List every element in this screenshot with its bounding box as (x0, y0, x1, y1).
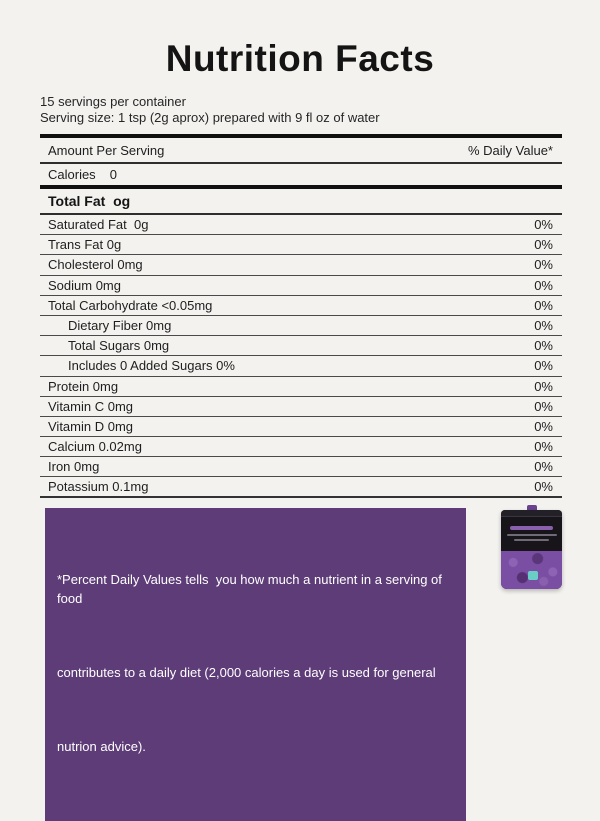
thick-rule-mid (40, 185, 562, 189)
nutrient-label: Iron 0mg (48, 459, 100, 475)
nutrient-daily-value: 0% (534, 297, 553, 313)
nutrient-label: Potassium 0.1mg (48, 479, 149, 495)
nutrient-row: Vitamin C 0mg 0% (40, 397, 562, 417)
nutrient-row: Total Carbohydrate <0.05mg 0% (40, 296, 562, 316)
thick-rule-top (40, 134, 562, 138)
nutrient-daily-value: 0% (534, 418, 553, 434)
nutrient-label: Total Sugars 0mg (68, 338, 170, 354)
nutrient-daily-value: 0% (534, 237, 553, 253)
nutrient-label: Includes 0 Added Sugars 0% (68, 358, 235, 374)
total-fat-row: Total Fat og (48, 193, 131, 209)
pouch-badge-icon (527, 570, 538, 580)
nutrient-row: Potassium 0.1mg 0% (40, 477, 562, 498)
nutrient-label: Dietary Fiber 0mg (68, 318, 172, 334)
amount-per-serving-label: Amount Per Serving (48, 142, 165, 158)
header-separator (40, 162, 562, 164)
nutrient-daily-value: 0% (534, 439, 553, 455)
label-body: 15 servings per container Serving size: … (40, 94, 562, 821)
pouch-brand-text (509, 525, 554, 530)
nutrient-label: Saturated Fat 0g (48, 217, 149, 233)
footnote-line: *Percent Daily Values tells you how much… (57, 572, 446, 606)
page-title: Nutrition Facts (165, 38, 435, 79)
nutrient-daily-value: 0% (534, 358, 553, 374)
nutrient-daily-value: 0% (534, 398, 553, 414)
amount-daily-value-header: Amount Per Serving % Daily Value* (40, 138, 562, 162)
nutrient-daily-value: 0% (534, 217, 553, 233)
total-fat-separator (40, 213, 562, 215)
pouch-purple-artwork (501, 550, 562, 589)
nutrient-label: Trans Fat 0g (48, 237, 122, 253)
nutrient-row: Cholesterol 0mg 0% (40, 255, 562, 276)
footnote-line: nutrion advice). (57, 738, 146, 754)
serving-size: Serving size: 1 tsp (2g aprox) prepared … (40, 110, 380, 125)
nutrient-row: Iron 0mg 0% (40, 457, 562, 478)
nutrient-daily-value: 0% (534, 479, 553, 495)
servings-per-container: 15 servings per container (40, 94, 186, 109)
calories-label: Calories (48, 167, 96, 182)
serving-info: 15 servings per container Serving size: … (40, 94, 562, 126)
daily-value-footnote: *Percent Daily Values tells you how much… (45, 507, 467, 821)
nutrient-label: Protein 0mg (48, 378, 119, 394)
nutrient-label: Total Carbohydrate <0.05mg (48, 297, 213, 313)
nutrient-label: Sodium 0mg (48, 277, 121, 293)
pouch-body (501, 509, 562, 589)
pouch-subtext-line (513, 538, 550, 541)
nutrient-row: Total Sugars 0mg 0% (40, 336, 562, 357)
nutrient-label: Cholesterol 0mg (48, 257, 143, 273)
daily-value-label: % Daily Value* (467, 142, 553, 158)
nutrient-label: Vitamin D 0mg (48, 418, 134, 434)
nutrient-row: Vitamin D 0mg 0% (40, 417, 562, 438)
nutrient-row: Dietary Fiber 0mg 0% (40, 316, 562, 337)
nutrient-row: Trans Fat 0g 0% (40, 235, 562, 256)
product-pouch-image (501, 504, 562, 589)
nutrient-row: Sodium 0mg 0% (40, 276, 562, 296)
nutrition-label-page: Nutrition Facts 15 servings per containe… (40, 38, 562, 821)
label-footer: *Percent Daily Values tells you how much… (40, 504, 562, 821)
calories-value: 0 (109, 167, 117, 182)
nutrient-daily-value: 0% (534, 338, 553, 354)
nutrient-daily-value: 0% (534, 378, 553, 394)
nutrient-table: Saturated Fat 0g 0% Trans Fat 0g 0% Chol… (40, 215, 562, 498)
nutrient-row: Includes 0 Added Sugars 0% 0% (40, 356, 562, 377)
nutrient-row: Calcium 0.02mg 0% (40, 437, 562, 458)
nutrient-daily-value: 0% (534, 459, 553, 475)
nutrient-daily-value: 0% (534, 257, 553, 273)
footnote-line: contributes to a daily diet (2,000 calor… (57, 664, 436, 680)
pouch-subtext-line (506, 533, 557, 536)
nutrient-daily-value: 0% (534, 277, 553, 293)
nutrient-row: Protein 0mg 0% (40, 377, 562, 397)
calories-row: Calories 0 (40, 164, 562, 185)
pouch-seal-crimp (501, 509, 562, 517)
nutrient-row: Saturated Fat 0g 0% (40, 215, 562, 236)
nutrient-daily-value: 0% (534, 318, 553, 334)
nutrient-label: Calcium 0.02mg (48, 439, 142, 455)
nutrient-label: Vitamin C 0mg (48, 398, 134, 414)
